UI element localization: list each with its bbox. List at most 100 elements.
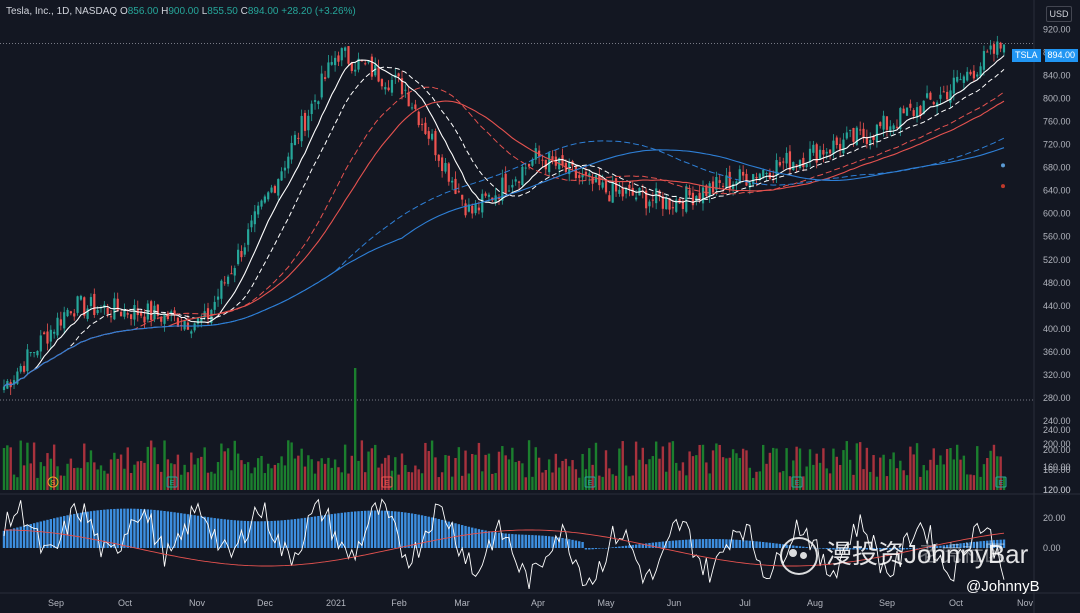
volume-bar bbox=[317, 461, 320, 490]
macd-bar bbox=[216, 518, 220, 548]
macd-bar bbox=[454, 523, 457, 548]
volume-bar bbox=[551, 472, 554, 490]
volume-bar bbox=[621, 441, 624, 490]
candle bbox=[785, 152, 788, 164]
macd-bar bbox=[895, 548, 899, 550]
macd-bar bbox=[761, 541, 765, 548]
macd-bar bbox=[551, 536, 554, 548]
macd-bar bbox=[323, 515, 327, 548]
volume-bar bbox=[86, 462, 89, 490]
candle bbox=[464, 203, 467, 216]
volume-bar bbox=[203, 447, 206, 490]
candle bbox=[12, 380, 16, 385]
candle bbox=[695, 195, 698, 202]
earnings-event-label: E bbox=[795, 480, 800, 487]
candle bbox=[905, 107, 909, 116]
candle bbox=[19, 366, 22, 372]
volume-bar bbox=[126, 447, 129, 490]
candle bbox=[313, 100, 317, 102]
x-tick-label: Jul bbox=[739, 598, 751, 608]
volume-bar bbox=[210, 471, 213, 490]
macd-bar bbox=[410, 513, 414, 548]
candle bbox=[407, 92, 410, 107]
candle bbox=[106, 307, 109, 315]
volume-bar bbox=[260, 455, 263, 490]
volume-bar bbox=[571, 460, 574, 490]
volume-bar bbox=[109, 459, 113, 490]
earnings-event-icon bbox=[166, 476, 178, 488]
volume-bar bbox=[648, 459, 651, 490]
candle bbox=[270, 187, 273, 193]
volume-bar bbox=[959, 459, 962, 490]
candle bbox=[658, 190, 661, 197]
volume-bar bbox=[410, 472, 414, 490]
macd-bar bbox=[986, 540, 989, 548]
macd-bar bbox=[63, 515, 66, 548]
candle bbox=[885, 116, 889, 130]
candle bbox=[417, 111, 420, 126]
candle bbox=[982, 51, 986, 70]
candle bbox=[979, 66, 982, 77]
volume-bar bbox=[364, 472, 367, 490]
macd-bar bbox=[507, 533, 511, 548]
volume-bar bbox=[226, 448, 230, 490]
volume-bar bbox=[497, 451, 501, 490]
macd-bar bbox=[99, 509, 103, 548]
volume-bar bbox=[932, 448, 935, 490]
candle bbox=[852, 127, 855, 142]
volume-bar bbox=[1002, 477, 1006, 490]
macd-bar bbox=[2, 530, 6, 548]
macd-bar bbox=[49, 519, 53, 548]
candle bbox=[574, 166, 578, 179]
candle bbox=[303, 112, 307, 131]
volume-bar bbox=[223, 451, 226, 490]
candle bbox=[430, 133, 434, 140]
macd-bar bbox=[230, 519, 233, 548]
currency-button[interactable]: USD bbox=[1046, 6, 1072, 22]
volume-bar bbox=[775, 448, 778, 490]
volume-bar bbox=[598, 475, 601, 490]
macd-bar bbox=[608, 547, 611, 549]
candle bbox=[999, 42, 1002, 49]
volume-bar bbox=[113, 452, 116, 490]
volume-bar bbox=[695, 455, 698, 490]
volume-bar bbox=[159, 471, 163, 490]
candle bbox=[942, 91, 945, 93]
volume-bar bbox=[12, 474, 16, 490]
macd-bar bbox=[885, 548, 889, 550]
candle bbox=[2, 386, 6, 391]
candle bbox=[685, 186, 688, 212]
macd-bar bbox=[290, 519, 293, 548]
macd-bar bbox=[69, 514, 73, 548]
candle bbox=[912, 110, 915, 116]
candle bbox=[320, 73, 323, 98]
macd-bar bbox=[952, 544, 956, 548]
candle bbox=[859, 129, 862, 131]
volume-bar bbox=[788, 476, 792, 490]
macd-bar bbox=[778, 543, 782, 548]
macd-bar bbox=[929, 546, 932, 548]
volume-bar bbox=[501, 446, 504, 490]
macd-bar bbox=[658, 541, 661, 548]
macd-bar bbox=[293, 519, 297, 548]
macd-bar bbox=[524, 534, 527, 548]
macd-bar bbox=[537, 535, 541, 548]
macd-bar bbox=[437, 519, 440, 548]
volume-bar bbox=[541, 472, 544, 490]
macd-bar bbox=[661, 541, 665, 548]
candle bbox=[226, 276, 230, 284]
volume-bar bbox=[277, 463, 280, 490]
volume-bar bbox=[42, 466, 46, 490]
macd-bar bbox=[303, 517, 307, 548]
candle bbox=[501, 177, 504, 201]
macd-bar bbox=[955, 543, 959, 548]
volume-bar bbox=[76, 467, 79, 490]
split-event-label: S bbox=[51, 480, 56, 487]
macd-bar bbox=[939, 545, 942, 548]
macd-bar bbox=[735, 539, 738, 548]
volume-bar bbox=[454, 458, 457, 490]
macd-bar bbox=[685, 539, 688, 548]
macd-bar bbox=[170, 511, 173, 548]
candle bbox=[193, 323, 196, 331]
